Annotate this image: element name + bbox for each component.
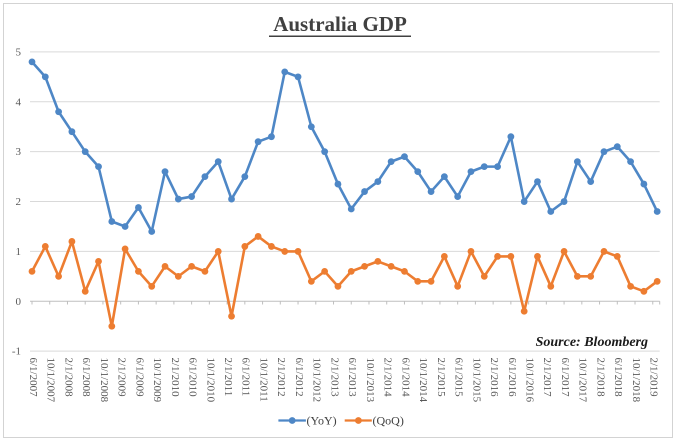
svg-text:2/1/2019: 2/1/2019 <box>648 358 660 398</box>
svg-text:3: 3 <box>16 146 22 158</box>
svg-text:6/1/2014: 6/1/2014 <box>399 358 411 398</box>
svg-text:6/1/2017: 6/1/2017 <box>559 358 571 398</box>
svg-text:2/1/2009: 2/1/2009 <box>116 358 128 398</box>
svg-text:2/1/2014: 2/1/2014 <box>382 358 394 398</box>
svg-text:6/1/2018: 6/1/2018 <box>612 358 624 398</box>
svg-text:2: 2 <box>16 196 22 208</box>
svg-text:6/1/2011: 6/1/2011 <box>240 358 252 397</box>
svg-text:(QoQ): (QoQ) <box>373 414 404 428</box>
svg-text:6/1/2013: 6/1/2013 <box>346 358 358 398</box>
svg-text:10/1/2014: 10/1/2014 <box>417 358 429 403</box>
svg-text:10/1/2012: 10/1/2012 <box>311 358 323 403</box>
svg-text:1: 1 <box>16 246 22 258</box>
svg-text:10/1/2015: 10/1/2015 <box>470 358 482 403</box>
svg-text:2/1/2011: 2/1/2011 <box>222 358 234 397</box>
svg-text:Source: Bloomberg: Source: Bloomberg <box>536 335 648 350</box>
svg-text:4: 4 <box>16 96 22 108</box>
svg-text:-1: -1 <box>12 346 21 358</box>
svg-text:10/1/2010: 10/1/2010 <box>204 358 216 403</box>
svg-text:6/1/2010: 6/1/2010 <box>187 358 199 398</box>
svg-text:(YoY): (YoY) <box>307 414 337 428</box>
svg-text:2/1/2012: 2/1/2012 <box>275 358 287 397</box>
svg-text:10/1/2016: 10/1/2016 <box>524 358 536 403</box>
svg-text:2/1/2008: 2/1/2008 <box>62 358 74 398</box>
svg-text:2/1/2017: 2/1/2017 <box>541 358 553 398</box>
svg-text:6/1/2015: 6/1/2015 <box>453 358 465 398</box>
svg-text:10/1/2017: 10/1/2017 <box>577 358 589 403</box>
svg-text:2/1/2016: 2/1/2016 <box>488 358 500 398</box>
svg-text:6/1/2007: 6/1/2007 <box>27 358 39 398</box>
svg-text:2/1/2010: 2/1/2010 <box>169 358 181 398</box>
svg-text:0: 0 <box>16 296 22 308</box>
svg-text:10/1/2013: 10/1/2013 <box>364 358 376 403</box>
svg-text:2/1/2015: 2/1/2015 <box>435 358 447 398</box>
svg-text:6/1/2016: 6/1/2016 <box>506 358 518 398</box>
svg-text:2/1/2013: 2/1/2013 <box>328 358 340 398</box>
svg-text:10/1/2018: 10/1/2018 <box>630 358 642 403</box>
svg-text:10/1/2007: 10/1/2007 <box>45 358 57 403</box>
svg-text:2/1/2018: 2/1/2018 <box>594 358 606 398</box>
svg-text:10/1/2011: 10/1/2011 <box>257 358 269 402</box>
svg-text:5: 5 <box>16 46 22 58</box>
svg-text:Australia GDP: Australia GDP <box>273 12 407 36</box>
svg-text:6/1/2008: 6/1/2008 <box>80 358 92 398</box>
svg-text:6/1/2009: 6/1/2009 <box>133 358 145 398</box>
svg-text:10/1/2008: 10/1/2008 <box>98 358 110 403</box>
svg-text:10/1/2009: 10/1/2009 <box>151 358 163 403</box>
svg-text:6/1/2012: 6/1/2012 <box>293 358 305 397</box>
